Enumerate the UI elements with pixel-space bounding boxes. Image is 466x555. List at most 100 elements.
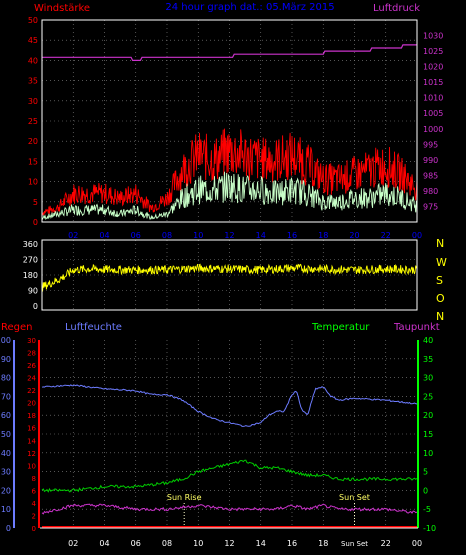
chart-title: 24 hour graph dat.: 05.März 2015 <box>165 2 334 13</box>
direction-tick-label: 270 <box>23 256 38 265</box>
direction-y-ticks: 0 90 180 270 360 <box>23 240 38 311</box>
wind-tick-label: 45 <box>28 36 38 45</box>
wind-tick-label: 0 <box>33 218 38 227</box>
humidity-tick-label: 60 <box>1 411 11 420</box>
panel-humidity-temperature: Regen Luftfeuchte Temperatur Taupunkt 0 1… <box>0 322 440 548</box>
rain-tick-label: 10 <box>27 462 36 470</box>
rain-tick-label: 24 <box>27 375 36 383</box>
wind-plot-frame <box>41 19 418 223</box>
x-tick-label: 02 <box>68 539 78 548</box>
x-tick-label: 16 <box>287 231 297 240</box>
sun-annotations: Sun Rise Sun Set <box>167 493 370 528</box>
pressure-tick-label: 1025 <box>423 47 443 56</box>
humidity-tick-label: 100 <box>0 336 11 345</box>
wind-axis-title: Windstärke <box>34 3 90 14</box>
x-tick-label: 18 <box>318 231 328 240</box>
temperature-tick-label: 20 <box>423 411 433 420</box>
temperature-line <box>41 459 418 493</box>
x-tick-label: 02 <box>68 231 78 240</box>
direction-series <box>41 263 418 292</box>
pressure-tick-label: 985 <box>423 171 438 180</box>
compass-label: N <box>436 237 444 250</box>
direction-tick-label: 360 <box>23 240 38 249</box>
compass-label: S <box>436 274 443 287</box>
pressure-tick-label: 1000 <box>423 125 443 134</box>
direction-grid <box>42 240 417 310</box>
x-tick-label: 10 <box>193 231 203 240</box>
humidity-tick-label: 20 <box>1 486 11 495</box>
compass-label: W <box>436 256 447 269</box>
temperature-tick-label: 35 <box>423 355 433 364</box>
humidity-tick-label: 10 <box>1 505 11 514</box>
wind-tick-label: 40 <box>28 56 38 65</box>
rain-tick-label: 2 <box>32 512 36 520</box>
wind-tick-label: 35 <box>28 77 38 86</box>
temperature-tick-label: 5 <box>423 468 428 477</box>
pressure-tick-label: 1015 <box>423 78 443 87</box>
wind-tick-label: 50 <box>28 16 38 25</box>
humidity-tick-label: 0 <box>6 524 11 533</box>
direction-tick-label: 0 <box>33 302 38 311</box>
rain-tick-label: 28 <box>27 350 36 358</box>
x-tick-label: 14 <box>256 231 266 240</box>
temperature-tick-label: 0 <box>423 486 428 495</box>
humidity-line <box>41 384 418 427</box>
x-tick-label: 22 <box>381 231 391 240</box>
pressure-tick-label: 1030 <box>423 32 443 41</box>
dewpoint-line <box>41 503 418 515</box>
rain-axis-title: Regen <box>1 322 33 333</box>
temperature-tick-label: -10 <box>423 524 436 533</box>
rain-tick-label: 8 <box>32 475 36 483</box>
temperature-tick-label: 10 <box>423 449 433 458</box>
x-tick-label: 04 <box>99 539 109 548</box>
gust-line <box>41 128 418 216</box>
rain-tick-label: 30 <box>27 337 36 345</box>
direction-line <box>41 263 418 292</box>
direction-plot-frame <box>41 239 418 311</box>
pressure-tick-label: 1005 <box>423 109 443 118</box>
x-tick-label: 00 <box>412 231 422 240</box>
wind-x-ticks: 02 04 06 08 10 12 14 16 18 20 22 00 <box>68 231 422 240</box>
temperature-tick-label: 15 <box>423 430 433 439</box>
x-tick-label: 18 <box>318 539 328 548</box>
wind-tick-label: 20 <box>28 137 38 146</box>
temperature-tick-label: 25 <box>423 392 433 401</box>
x-tick-label: 16 <box>287 539 297 548</box>
sun-annotation-label: Sun Set <box>339 493 370 502</box>
compass-label: O <box>436 292 445 305</box>
x-tick-label: 08 <box>162 231 172 240</box>
humidity-tick-label: 70 <box>1 392 11 401</box>
direction-tick-label: 90 <box>28 287 38 296</box>
wind-tick-label: 15 <box>28 157 38 166</box>
wind-series <box>41 44 418 221</box>
climate-series <box>41 384 418 528</box>
pressure-line <box>42 44 417 62</box>
temperature-axis-title: Temperatur <box>311 322 370 333</box>
pressure-tick-label: 975 <box>423 202 438 211</box>
temperature-tick-label: -5 <box>423 505 431 514</box>
compass-label: N <box>436 310 444 323</box>
wind-tick-label: 5 <box>33 198 38 207</box>
rain-tick-label: 18 <box>27 412 36 420</box>
climate-grid <box>42 340 417 528</box>
direction-tick-label: 180 <box>23 271 38 280</box>
x-tick-label: 10 <box>193 539 203 548</box>
humidity-axis-title: Luftfeuchte <box>65 322 122 333</box>
x-tick-label: 00 <box>412 539 422 548</box>
pressure-tick-label: 995 <box>423 140 438 149</box>
rain-tick-label: 22 <box>27 387 36 395</box>
x-tick-label: 06 <box>131 231 141 240</box>
pressure-tick-label: 1020 <box>423 63 443 72</box>
x-tick-label: 08 <box>162 539 172 548</box>
x-tick-label: 12 <box>224 231 234 240</box>
pressure-tick-label: 990 <box>423 156 438 165</box>
temperature-tick-label: 40 <box>423 336 433 345</box>
wind-tick-label: 25 <box>28 117 38 126</box>
dewpoint-axis-title: Taupunkt <box>393 322 440 333</box>
panel-wind-pressure: Windstärke 24 hour graph dat.: 05.März 2… <box>28 2 444 240</box>
x-tick-label: 04 <box>99 231 109 240</box>
